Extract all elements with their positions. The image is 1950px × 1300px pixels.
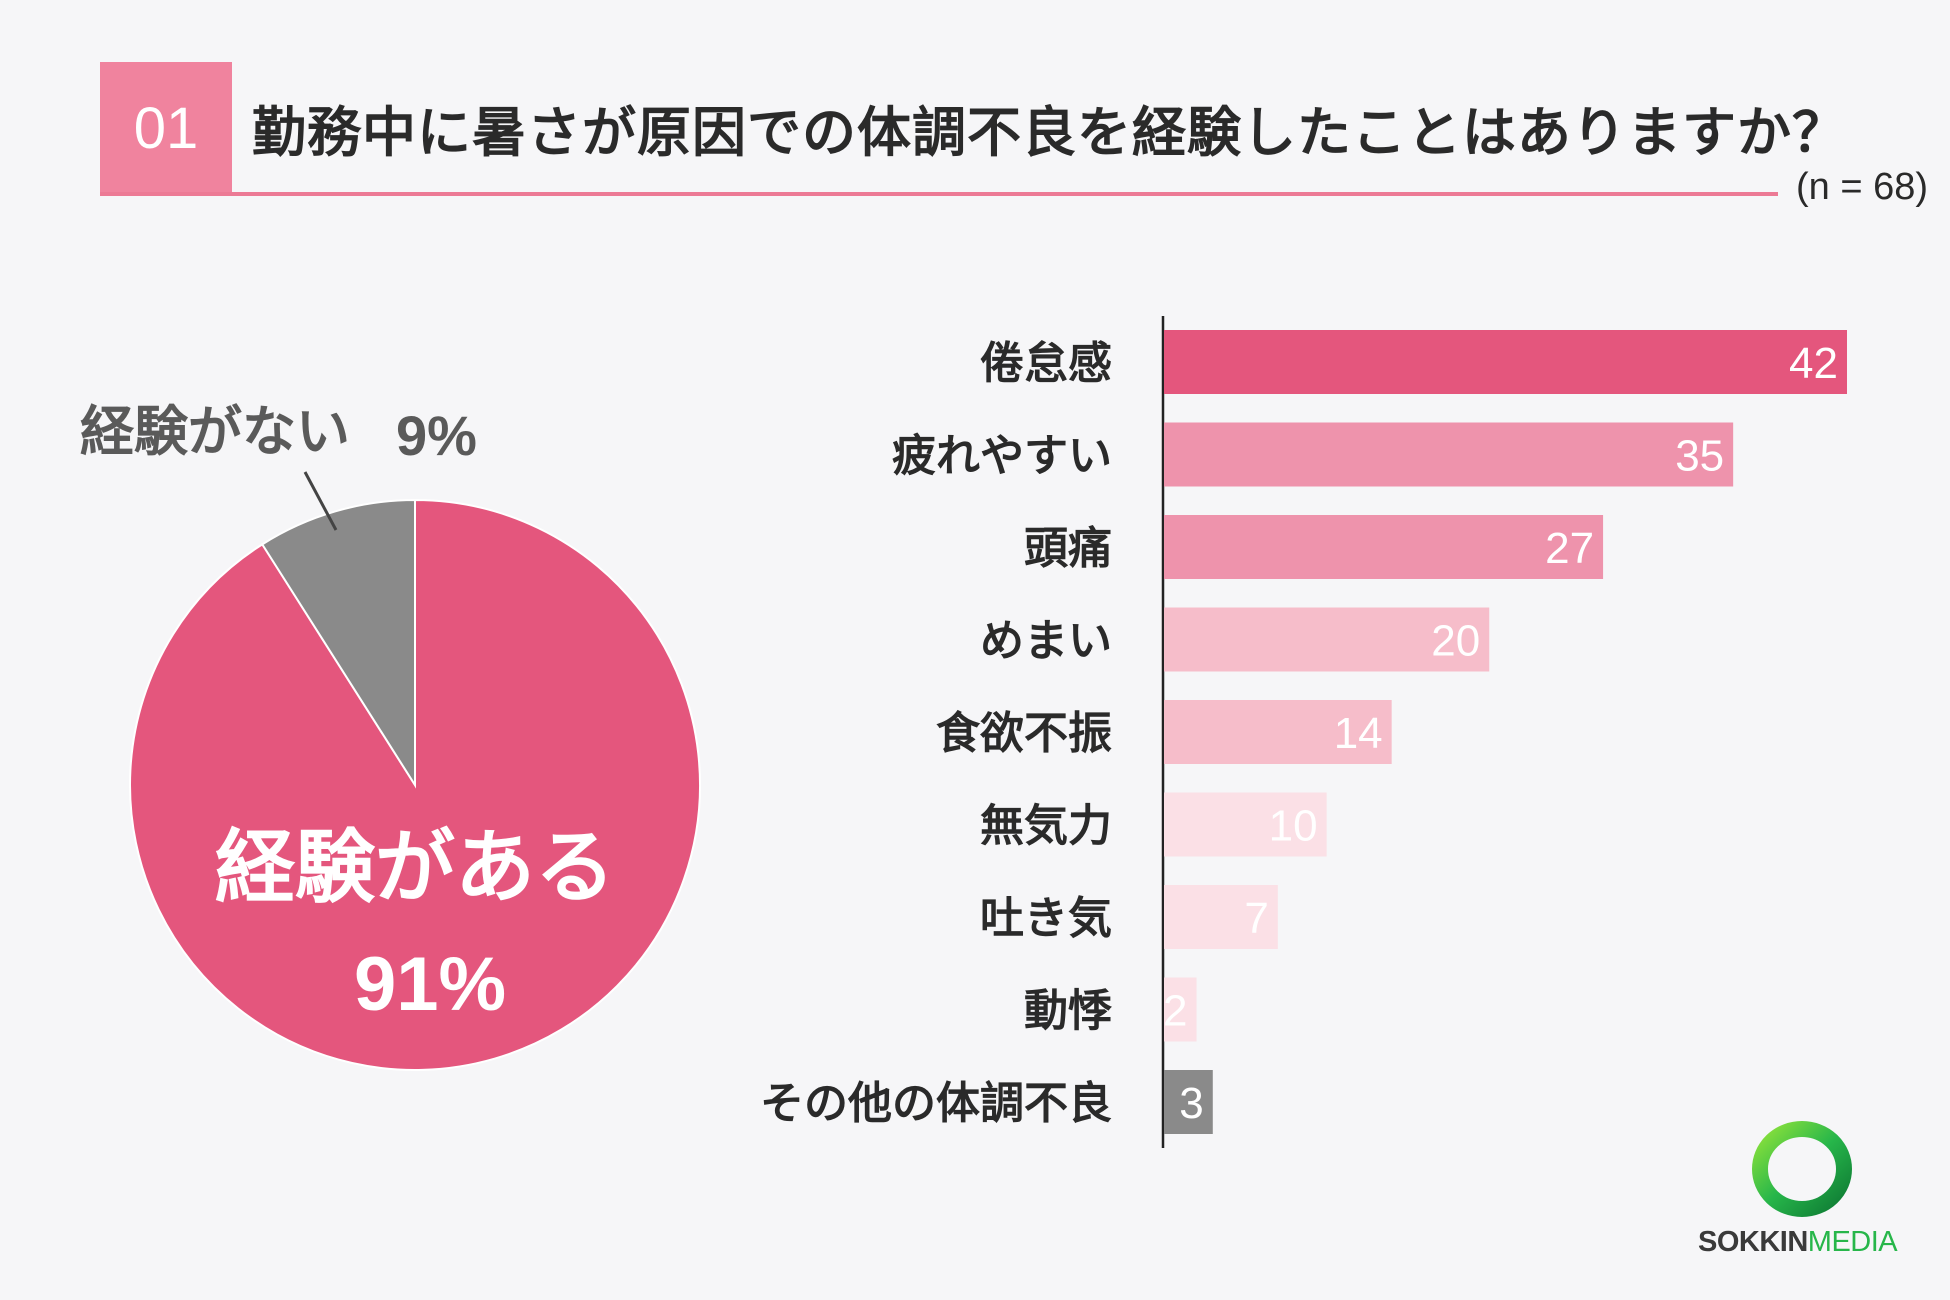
bar-category-label: 食欲不振 bbox=[936, 708, 1112, 759]
bar-category-label: めまい bbox=[980, 616, 1112, 667]
bar-category-label: 倦怠感 bbox=[980, 338, 1112, 389]
pie-label-no: 経験がない bbox=[80, 400, 350, 463]
question-title: 勤務中に暑さが原因での体調不良を経験したことはありますか？ bbox=[252, 101, 1847, 164]
pie-percent-no: 9% bbox=[396, 404, 477, 467]
bar-value-label: 42 bbox=[1789, 339, 1838, 388]
bar-4 bbox=[1164, 607, 1490, 672]
symptom-bar-chart: 42 倦怠感 35 疲れやすい 27 頭痛 20 めまい 14 食欲不振 10 無気力 7 吐き気 2 動悸 3… bbox=[760, 316, 1847, 1148]
bar-1 bbox=[1164, 330, 1847, 394]
title-underline bbox=[100, 192, 1778, 196]
bar-category-label: 無気力 bbox=[980, 801, 1112, 852]
bar-9 bbox=[1164, 1070, 1213, 1134]
question-number-badge: 01 bbox=[100, 62, 232, 194]
bar-value-label: 20 bbox=[1431, 617, 1480, 666]
pie-label-yes: 経験がある bbox=[215, 821, 615, 914]
bar-8 bbox=[1164, 977, 1197, 1042]
bar-category-label: 疲れやすい bbox=[892, 431, 1112, 482]
sokkin-media-logo-icon bbox=[1752, 1121, 1852, 1217]
bar-5 bbox=[1164, 700, 1392, 764]
bar-value-label: 35 bbox=[1675, 432, 1724, 481]
experience-pie-chart: 経験がある 91% 経験がない 9% bbox=[80, 400, 701, 1071]
sample-size-label: (n = 68) bbox=[1795, 166, 1928, 208]
brand-name-bold: SOKKIN bbox=[1698, 1226, 1808, 1258]
bar-category-label: 頭痛 bbox=[1024, 523, 1112, 574]
pie-percent-yes: 91% bbox=[354, 942, 506, 1027]
bar-category-label: 吐き気 bbox=[980, 893, 1112, 944]
bar-value-label: 3 bbox=[1179, 1079, 1203, 1128]
pie-slice-no bbox=[260, 498, 416, 789]
brand-name-light: MEDIA bbox=[1807, 1226, 1898, 1258]
bar-7 bbox=[1164, 885, 1278, 949]
bar-3 bbox=[1164, 515, 1604, 579]
bar-value-label: 7 bbox=[1244, 894, 1268, 943]
bar-value-label: 2 bbox=[1163, 987, 1187, 1036]
bar-6 bbox=[1164, 792, 1327, 857]
brand-wordmark: SOKKINMEDIA bbox=[1698, 1226, 1898, 1259]
bar-category-label: 動悸 bbox=[1024, 986, 1113, 1037]
bar-value-label: 10 bbox=[1269, 802, 1318, 851]
bar-2 bbox=[1164, 422, 1734, 487]
bar-value-label: 27 bbox=[1545, 524, 1594, 573]
pie-leader-line-no bbox=[303, 471, 338, 531]
bar-category-label: その他の体調不良 bbox=[760, 1078, 1112, 1129]
bar-value-label: 14 bbox=[1334, 709, 1383, 758]
